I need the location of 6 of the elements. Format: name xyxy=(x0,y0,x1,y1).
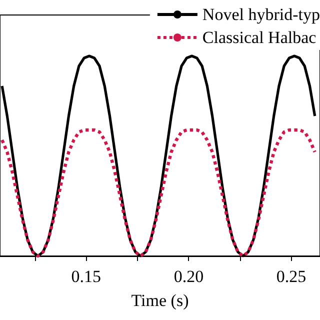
legend-label: Novel hybrid-typ xyxy=(202,5,320,24)
x-tick-label: 0.20 xyxy=(174,267,204,286)
x-tick-label: 0.25 xyxy=(276,267,306,286)
x-tick-label: 0.15 xyxy=(71,267,102,286)
x-axis-title: Time (s) xyxy=(131,291,189,310)
legend-label: Classical Halbac xyxy=(202,28,317,47)
